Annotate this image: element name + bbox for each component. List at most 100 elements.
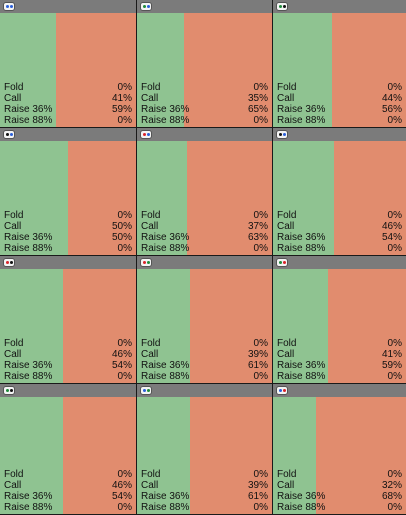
raise-36-row: Raise 36% 54% [277,232,402,243]
action-value: 63% [247,232,268,243]
action-label: Raise 88% [277,502,326,513]
cell-header [137,384,272,397]
call-frequency-segment [0,141,68,255]
hand-badge-icon [3,258,15,267]
card-suit-icon [142,5,146,8]
hand-badge-icon [276,258,288,267]
cell-header [137,128,272,141]
frequency-bar [0,269,136,383]
raise-88-row: Raise 88% 0% [4,371,132,382]
cell-header [0,0,136,13]
action-value: 0% [117,210,132,221]
card-suit-icon [5,389,9,392]
raise-36-row: Raise 36% 50% [4,232,132,243]
action-label: Fold [277,338,297,349]
raise-88-row: Raise 88% 0% [4,243,132,254]
raise-36-row: Raise 36% 68% [277,491,402,502]
action-value: 56% [381,104,402,115]
call-frequency-segment [137,269,190,383]
fold-row: Fold 0% [277,210,402,221]
action-value: 39% [247,480,268,491]
action-value: 54% [381,232,402,243]
action-value: 39% [247,349,268,360]
action-value: 54% [111,491,132,502]
hand-cell[interactable]: Fold 0% Call 50% Raise 36% 50% Raise 88% 0% [0,128,136,256]
hand-cell[interactable]: Fold 0% Call 46% Raise 36% 54% Raise 88% 0% [0,256,136,384]
column-divider [136,384,137,515]
action-value: 0% [253,338,268,349]
action-value: 0% [387,371,402,382]
raise-frequency-segment [327,269,406,383]
hand-cell[interactable]: Fold 0% Call 32% Raise 36% 68% Raise 88% 0% [273,384,406,515]
frequency-bar [273,269,406,383]
action-label: Fold [4,338,24,349]
raise-88-row: Raise 88% 0% [277,371,402,382]
fold-row: Fold 0% [141,338,268,349]
hand-cell[interactable]: Fold 0% Call 39% Raise 36% 61% Raise 88% 0% [137,256,272,384]
action-frequency-table: Fold 0% Call 39% Raise 36% 61% Raise 88% 0% [141,338,268,382]
raise-36-row: Raise 36% 59% [277,360,402,371]
action-value: 0% [387,469,402,480]
call-row: Call 37% [141,221,268,232]
action-value: 0% [387,115,402,126]
raise-36-row: Raise 36% 63% [141,232,268,243]
hand-cell[interactable]: Fold 0% Call 39% Raise 36% 61% Raise 88% 0% [137,384,272,515]
cell-header [0,384,136,397]
action-label: Raise 36% [277,491,326,502]
hand-cell[interactable]: Fold 0% Call 46% Raise 36% 54% Raise 88% 0% [273,128,406,256]
action-frequency-table: Fold 0% Call 32% Raise 36% 68% Raise 88% 0% [277,469,402,513]
action-label: Raise 88% [277,115,326,126]
action-label: Raise 88% [277,243,326,254]
action-value: 0% [117,243,132,254]
card-suit-icon [142,389,146,392]
action-label: Call [277,93,295,104]
action-label: Fold [141,210,161,221]
call-row: Call 32% [277,480,402,491]
hand-cell[interactable]: Fold 0% Call 35% Raise 36% 65% Raise 88% 0% [137,0,272,128]
hand-cell[interactable]: Fold 0% Call 41% Raise 36% 59% Raise 88% 0% [273,256,406,384]
action-label: Raise 36% [4,360,53,371]
raise-frequency-segment [334,141,406,255]
action-value: 46% [111,480,132,491]
card-suit-icon [282,5,286,8]
action-value: 0% [253,115,268,126]
frequency-bar [0,141,136,255]
raise-88-row: Raise 88% 0% [277,115,402,126]
action-value: 0% [387,82,402,93]
action-value: 65% [247,104,268,115]
hand-badge-icon [276,386,288,395]
frequency-bar [137,13,272,127]
frequency-bar [137,397,272,514]
action-value: 41% [111,93,132,104]
hand-cell[interactable]: Fold 0% Call 41% Raise 36% 59% Raise 88% 0% [0,0,136,128]
action-label: Raise 88% [4,371,53,382]
fold-row: Fold 0% [277,338,402,349]
raise-88-row: Raise 88% 0% [4,502,132,513]
card-suit-icon [5,133,9,136]
call-row: Call 50% [4,221,132,232]
raise-frequency-segment [331,13,406,127]
column-divider [272,384,273,515]
action-value: 50% [111,232,132,243]
call-frequency-segment [273,13,332,127]
card-suit-icon [278,5,282,8]
action-frequency-table: Fold 0% Call 44% Raise 36% 56% Raise 88% 0% [277,82,402,126]
cell-header [273,0,406,13]
hand-cell[interactable]: Fold 0% Call 46% Raise 36% 54% Raise 88% 0% [0,384,136,515]
action-value: 0% [387,243,402,254]
raise-36-row: Raise 36% 54% [4,491,132,502]
hand-badge-icon [276,2,288,11]
card-suit-icon [278,133,282,136]
call-frequency-segment [273,397,316,514]
action-label: Raise 88% [277,371,326,382]
hand-cell[interactable]: Fold 0% Call 44% Raise 36% 56% Raise 88% 0% [273,0,406,128]
action-frequency-table: Fold 0% Call 46% Raise 36% 54% Raise 88% 0% [4,338,132,382]
column-divider [136,256,137,384]
action-value: 0% [117,502,132,513]
action-frequency-table: Fold 0% Call 50% Raise 36% 50% Raise 88% 0% [4,210,132,254]
hand-cell[interactable]: Fold 0% Call 37% Raise 36% 63% Raise 88% 0% [137,128,272,256]
action-value: 44% [381,93,402,104]
raise-frequency-segment [62,269,136,383]
action-label: Raise 36% [277,104,326,115]
